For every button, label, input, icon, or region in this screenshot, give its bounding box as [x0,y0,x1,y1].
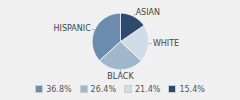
html-text:36.8%: 36.8% [46,84,72,94]
svg-text:WHITE: WHITE [153,39,179,48]
html-text:15.4%: 15.4% [179,84,205,94]
html-text:26.4%: 26.4% [90,84,116,94]
svg-text:HISPANIC: HISPANIC [54,24,92,33]
svg-text:BLACK: BLACK [107,72,134,81]
html-text:21.4%: 21.4% [135,84,161,94]
svg-text:ASIAN: ASIAN [136,8,160,17]
